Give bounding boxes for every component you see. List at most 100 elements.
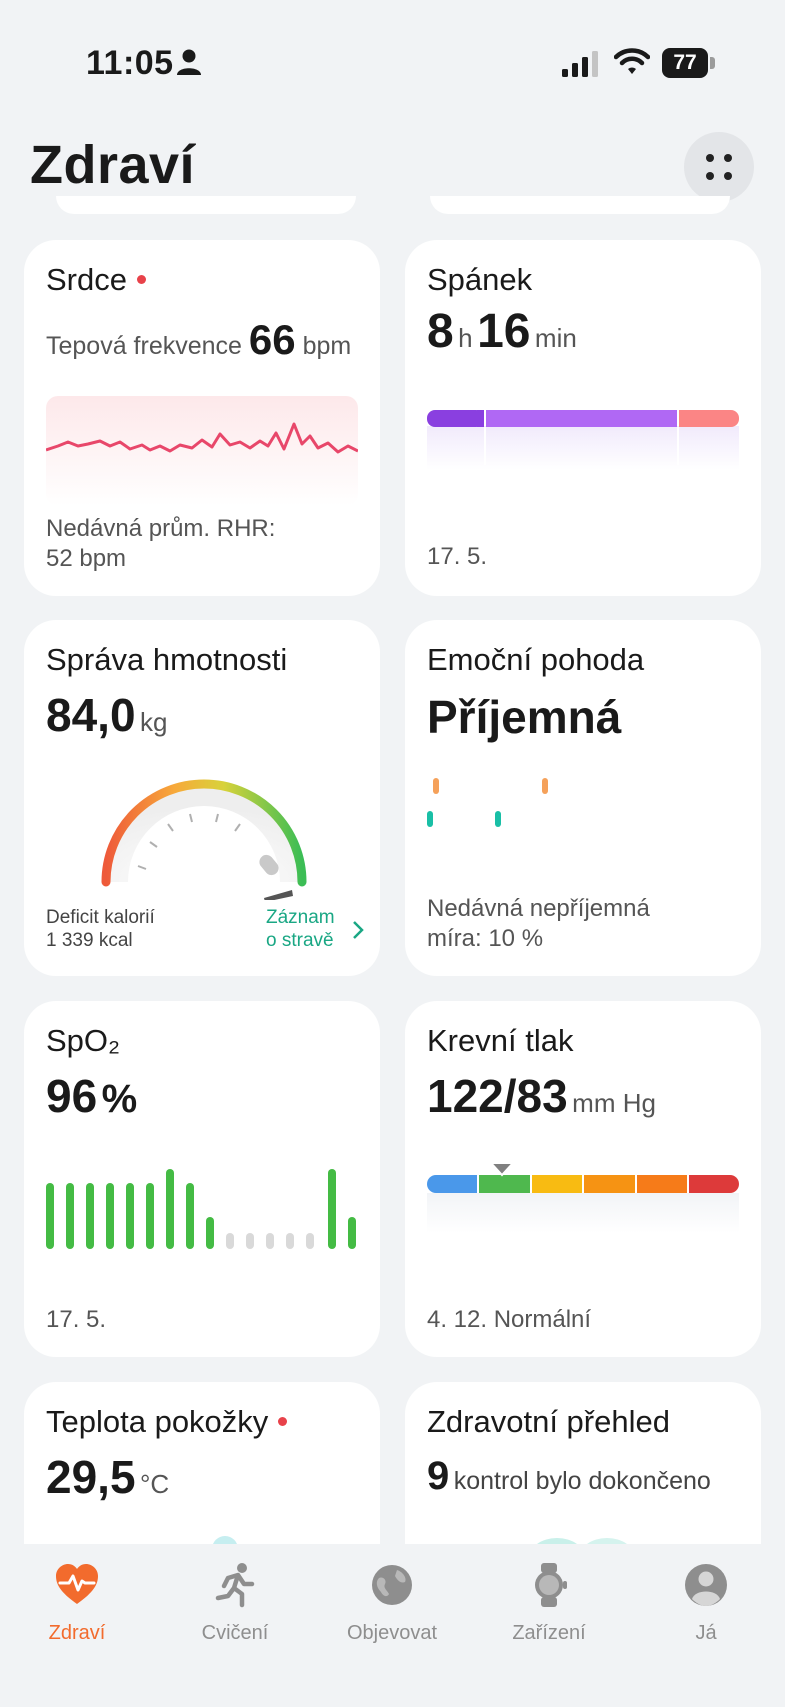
blood-pressure-unit: mm Hg: [572, 1088, 656, 1118]
heart-pulse-icon: [56, 1564, 98, 1604]
nav-devices-label: Zařízení: [512, 1622, 586, 1644]
blood-pressure-value-line: 122/83 mm Hg: [427, 1069, 656, 1123]
emotion-footer: Nedávná nepříjemná míra: 10 %: [427, 894, 650, 954]
spo2-value-line: 96 %: [46, 1069, 137, 1123]
sleep-stage-awake: [679, 410, 739, 427]
alert-dot-icon: [136, 275, 146, 285]
weight-title: Správa hmotnosti: [46, 642, 288, 677]
sleep-duration: 8 h 16 min: [427, 304, 577, 359]
spo2-title: SpO₂: [46, 1023, 121, 1058]
skin-temp-value: 29,5: [46, 1451, 136, 1503]
skin-temp-title-text: Teplota pokožky: [46, 1404, 269, 1439]
nav-health[interactable]: Zdraví: [12, 1562, 142, 1645]
globe-icon: [372, 1565, 412, 1605]
blood-pressure-card[interactable]: Krevní tlak 122/83 mm Hg 4. 12. Normální: [405, 1001, 761, 1357]
emotion-title: Emoční pohoda: [427, 642, 645, 677]
blood-pressure-title: Krevní tlak: [427, 1023, 574, 1058]
sleep-stages-chart: [427, 410, 739, 470]
nav-health-label: Zdraví: [48, 1622, 106, 1644]
skin-temp-value-line: 29,5 °C: [46, 1450, 169, 1504]
spo2-card[interactable]: SpO₂ 96 % 17. 5.: [24, 1001, 380, 1357]
battery-level: 77: [662, 48, 708, 78]
food-log-link[interactable]: Záznam o stravě: [266, 906, 364, 952]
nav-discover-label: Objevovat: [346, 1622, 438, 1644]
spo2-chart: [46, 1169, 356, 1249]
emotion-footer-line1: Nedávná nepříjemná: [427, 895, 650, 922]
battery-tip: [710, 57, 715, 69]
wifi-icon: [614, 48, 650, 74]
emotion-chart: [427, 778, 548, 827]
nav-me-label: Já: [695, 1622, 717, 1644]
user-avatar-icon: [685, 1564, 727, 1606]
cellular-signal-icon: [562, 51, 598, 77]
deficit-label: Deficit kalorií: [46, 907, 155, 928]
card-edge: [56, 196, 356, 214]
heart-footer-line1: Nedávná prům. RHR:: [46, 515, 276, 542]
nav-devices[interactable]: Zařízení: [484, 1562, 614, 1645]
heart-card[interactable]: Srdce Tepová frekvence 66 bpm Nedávná pr…: [24, 240, 380, 596]
weight-value-line: 84,0 kg: [46, 688, 167, 742]
food-log-link-line2: o stravě: [266, 930, 334, 951]
weight-gauge: [101, 779, 307, 900]
sleep-stage-deep: [427, 410, 484, 427]
heart-footer: Nedávná prům. RHR: 52 bpm: [46, 514, 275, 574]
menu-dot-icon: [706, 172, 714, 180]
spo2-date: 17. 5.: [46, 1306, 107, 1333]
heart-rate-value: 66: [248, 316, 296, 363]
heart-card-title: Srdce: [46, 262, 146, 298]
person-icon: [177, 49, 201, 75]
chevron-right-icon: [353, 921, 364, 939]
nav-exercise-label: Cvičení: [201, 1622, 269, 1644]
weight-unit: kg: [139, 707, 168, 737]
heart-rate-unit: bpm: [302, 332, 352, 360]
weight-card[interactable]: Správa hmotnosti 84,0 kg: [24, 620, 380, 976]
status-time: 11:05: [86, 44, 174, 82]
menu-dot-icon: [724, 172, 732, 180]
bottom-navigation: Zdraví Cvičení Objevovat Zařízení: [0, 1544, 785, 1707]
heart-rate-label: Tepová frekvence: [46, 332, 242, 360]
emotion-footer-line2: míra: 10 %: [427, 925, 544, 952]
layout-menu-button[interactable]: [684, 132, 754, 202]
heart-title-text: Srdce: [46, 262, 127, 297]
spo2-value: 96: [46, 1070, 98, 1122]
sleep-stage-light: [486, 410, 677, 427]
emotion-card[interactable]: Emoční pohoda Příjemná Nedávná nepříjemn…: [405, 620, 761, 976]
health-check-count: 9: [427, 1454, 450, 1498]
alert-dot-icon: [278, 1417, 288, 1427]
indicator-triangle-icon: [489, 1163, 515, 1177]
emotion-value: Příjemná: [427, 691, 622, 743]
blood-pressure-scale: [427, 1163, 739, 1233]
nav-discover[interactable]: Objevovat: [327, 1562, 457, 1645]
health-check-text: kontrol bylo dokončeno: [453, 1467, 711, 1495]
deficit-value: 1 339 kcal: [46, 930, 133, 951]
health-check-line: 9 kontrol bylo dokončeno: [427, 1454, 711, 1499]
page-title: Zdraví: [30, 135, 196, 195]
spo2-unit: %: [101, 1077, 138, 1121]
heart-rate-line: Tepová frekvence 66 bpm: [46, 316, 351, 364]
calorie-deficit: Deficit kalorií 1 339 kcal: [46, 906, 155, 952]
nav-me[interactable]: Já: [641, 1562, 771, 1645]
heart-footer-line2: 52 bpm: [46, 545, 127, 572]
menu-dot-icon: [706, 154, 714, 162]
sleep-hours: 8: [427, 305, 454, 358]
nav-exercise[interactable]: Cvičení: [170, 1562, 300, 1645]
blood-pressure-footer: 4. 12. Normální: [427, 1306, 592, 1333]
battery-indicator: 77: [662, 48, 716, 78]
sleep-hours-unit: h: [458, 323, 473, 353]
blood-pressure-value: 122/83: [427, 1070, 568, 1122]
card-edge: [430, 196, 730, 214]
sleep-title: Spánek: [427, 262, 533, 297]
skin-temp-card-title: Teplota pokožky: [46, 1404, 288, 1440]
food-log-link-line1: Záznam: [266, 907, 335, 928]
sleep-date: 17. 5.: [427, 543, 488, 570]
status-bar: 11:05 77: [0, 0, 785, 130]
running-person-icon: [215, 1563, 255, 1608]
health-check-title: Zdravotní přehled: [427, 1404, 670, 1439]
menu-dot-icon: [724, 154, 732, 162]
skin-temp-unit: °C: [139, 1469, 170, 1499]
sleep-minutes: 16: [477, 305, 531, 358]
watch-icon: [535, 1563, 567, 1607]
sleep-minutes-unit: min: [534, 323, 577, 353]
sleep-card[interactable]: Spánek 8 h 16 min 17. 5.: [405, 240, 761, 596]
weight-value: 84,0: [46, 689, 136, 741]
